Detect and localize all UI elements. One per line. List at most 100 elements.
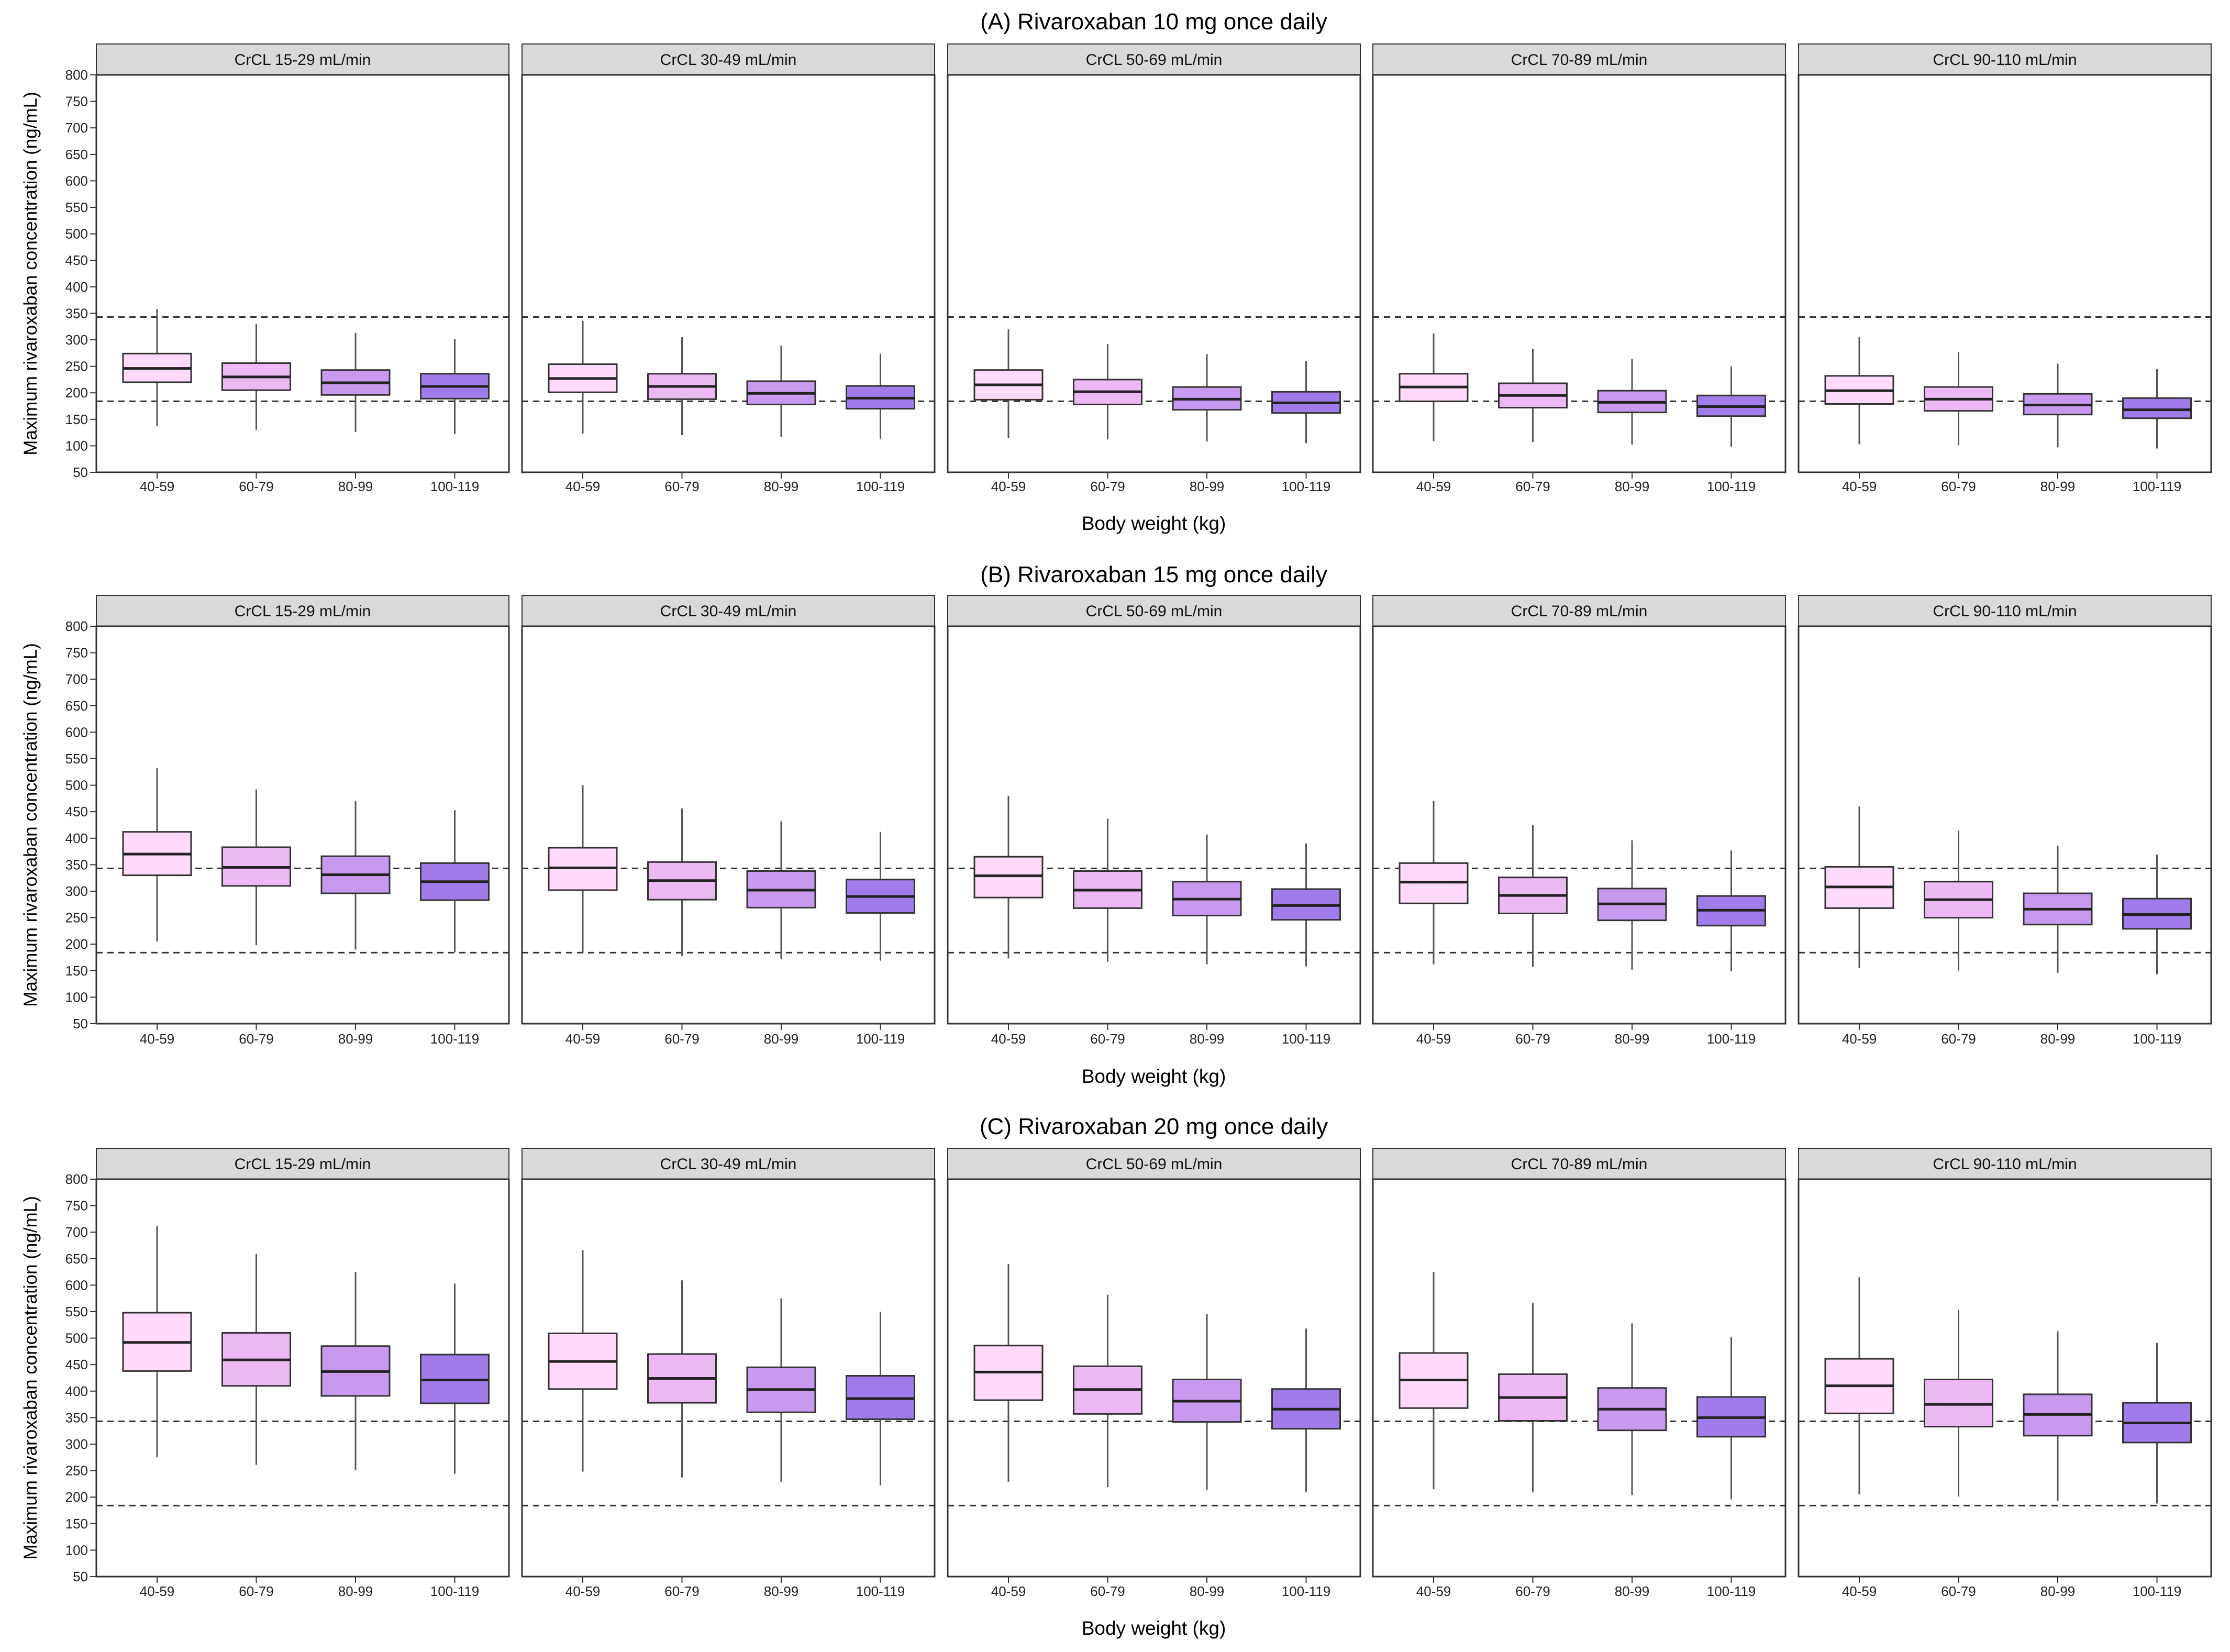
panel-strip-label: CrCL 70-89 mL/min — [1511, 51, 1648, 69]
panel-strip-label: CrCL 50-69 mL/min — [1086, 51, 1223, 69]
x-tick-label: 60-79 — [239, 1031, 274, 1047]
x-tick-label: 100-119 — [430, 1583, 480, 1599]
x-tick-label: 40-59 — [991, 1583, 1026, 1599]
y-tick-label: 400 — [65, 279, 88, 295]
x-tick-label: 100-119 — [430, 1031, 480, 1047]
panel-strip — [1798, 595, 2212, 627]
x-tick-label: 100-119 — [1707, 479, 1756, 494]
x-tick-label: 100-119 — [856, 1031, 905, 1047]
panel-border — [1798, 625, 2212, 1025]
y-tick-label: 50 — [73, 1569, 88, 1584]
panel-strip — [947, 1148, 1361, 1180]
x-tick-label: 100-119 — [1282, 1031, 1331, 1047]
x-tick-label: 80-99 — [2040, 1031, 2076, 1047]
plot-background — [1373, 626, 1785, 1024]
y-tick-label: 100 — [65, 438, 88, 453]
y-tick-label: 550 — [65, 751, 88, 767]
plot-background — [96, 626, 509, 1024]
panel-border — [947, 625, 1361, 1025]
y-tick-label: 250 — [65, 910, 88, 926]
y-tick-label: 700 — [65, 120, 88, 136]
x-tick-label: 60-79 — [1090, 1583, 1125, 1599]
x-tick-label: 100-119 — [856, 1583, 905, 1599]
panel-strip-label: CrCL 15-29 mL/min — [235, 1156, 371, 1173]
panel-strip — [947, 43, 1361, 75]
x-tick-label: 100-119 — [1707, 1583, 1756, 1599]
x-tick-label: 40-59 — [1416, 1031, 1451, 1047]
panel-strip-label: CrCL 15-29 mL/min — [235, 51, 371, 69]
x-tick-label: 60-79 — [664, 1031, 700, 1047]
panel-border — [95, 625, 510, 1025]
y-tick-label: 500 — [65, 226, 88, 242]
x-tick-label: 40-59 — [991, 1031, 1026, 1047]
x-tick-label: 80-99 — [338, 1031, 373, 1047]
panel-border — [1798, 1178, 2212, 1578]
x-tick-label: 80-99 — [1615, 1031, 1650, 1047]
x-tick-label: 60-79 — [1941, 479, 1976, 494]
x-tick-label: 40-59 — [140, 479, 175, 494]
y-tick-label: 700 — [65, 671, 88, 687]
y-tick-label: 500 — [65, 778, 88, 793]
x-tick-label: 60-79 — [1515, 1031, 1550, 1047]
x-tick-label: 80-99 — [2040, 479, 2076, 494]
row-title: (C) Rivaroxaban 20 mg once daily — [980, 1114, 1328, 1139]
x-tick-label: 100-119 — [856, 479, 905, 494]
panel-strip — [947, 595, 1361, 627]
y-tick-label: 200 — [65, 936, 88, 952]
x-tick-label: 100-119 — [1282, 1583, 1331, 1599]
plot-background — [522, 626, 935, 1024]
y-tick-label: 150 — [65, 1516, 88, 1532]
panel-border — [521, 625, 936, 1025]
plot-background — [522, 75, 935, 472]
x-tick-label: 80-99 — [338, 479, 373, 494]
x-tick-label: 80-99 — [1190, 479, 1225, 494]
panel-strip-label: CrCL 70-89 mL/min — [1511, 603, 1648, 620]
panel-strip — [96, 595, 509, 627]
x-tick-label: 40-59 — [1416, 479, 1451, 494]
panel-border — [95, 1178, 510, 1578]
panel-strip — [1798, 43, 2212, 75]
panel-border — [1372, 625, 1787, 1025]
y-tick-label: 550 — [65, 199, 88, 215]
x-tick-label: 80-99 — [1615, 479, 1650, 494]
y-tick-label: 800 — [65, 1171, 88, 1187]
row-title: (A) Rivaroxaban 10 mg once daily — [980, 9, 1327, 35]
box-iqr — [2122, 397, 2192, 419]
y-tick-label: 400 — [65, 830, 88, 846]
y-tick-label: 250 — [65, 1463, 88, 1479]
panel-strip-label: CrCL 30-49 mL/min — [660, 1156, 797, 1173]
y-tick-label: 800 — [65, 67, 88, 83]
x-tick-label: 80-99 — [1615, 1583, 1650, 1599]
y-axis-label: Maximum rivaroxaban concentration (ng/mL… — [20, 1196, 41, 1559]
panel-border — [1798, 74, 2212, 473]
x-axis-label: Body weight (kg) — [1082, 1617, 1226, 1639]
x-tick-label: 60-79 — [239, 1583, 274, 1599]
panel-strip — [522, 1148, 935, 1180]
x-tick-label: 80-99 — [338, 1583, 373, 1599]
y-tick-label: 700 — [65, 1224, 88, 1240]
x-tick-label: 100-119 — [430, 479, 480, 494]
x-tick-label: 40-59 — [565, 1583, 601, 1599]
plot-background — [96, 75, 509, 472]
panel-border — [947, 74, 1361, 473]
x-tick-label: 40-59 — [565, 1031, 601, 1047]
y-tick-label: 50 — [73, 1016, 88, 1032]
y-tick-label: 750 — [65, 645, 88, 661]
y-tick-label: 650 — [65, 698, 88, 714]
panel-border — [521, 1178, 936, 1578]
y-tick-label: 50 — [73, 464, 88, 480]
plot-background — [1799, 626, 2211, 1024]
x-tick-label: 100-119 — [1707, 1031, 1756, 1047]
y-tick-label: 300 — [65, 332, 88, 348]
panel-strip-label: CrCL 90-110 mL/min — [1933, 603, 2077, 620]
x-tick-label: 60-79 — [1090, 1031, 1125, 1047]
y-tick-label: 600 — [65, 1277, 88, 1293]
panel-strip — [96, 1148, 509, 1180]
panel-border — [521, 74, 936, 473]
x-tick-label: 80-99 — [1190, 1031, 1225, 1047]
panel-border — [1372, 1178, 1787, 1578]
x-tick-label: 100-119 — [2133, 479, 2182, 494]
panel-strip-label: CrCL 15-29 mL/min — [235, 603, 371, 620]
x-tick-label: 40-59 — [140, 1031, 175, 1047]
y-axis-label: Maximum rivaroxaban concentration (ng/mL… — [20, 92, 41, 455]
